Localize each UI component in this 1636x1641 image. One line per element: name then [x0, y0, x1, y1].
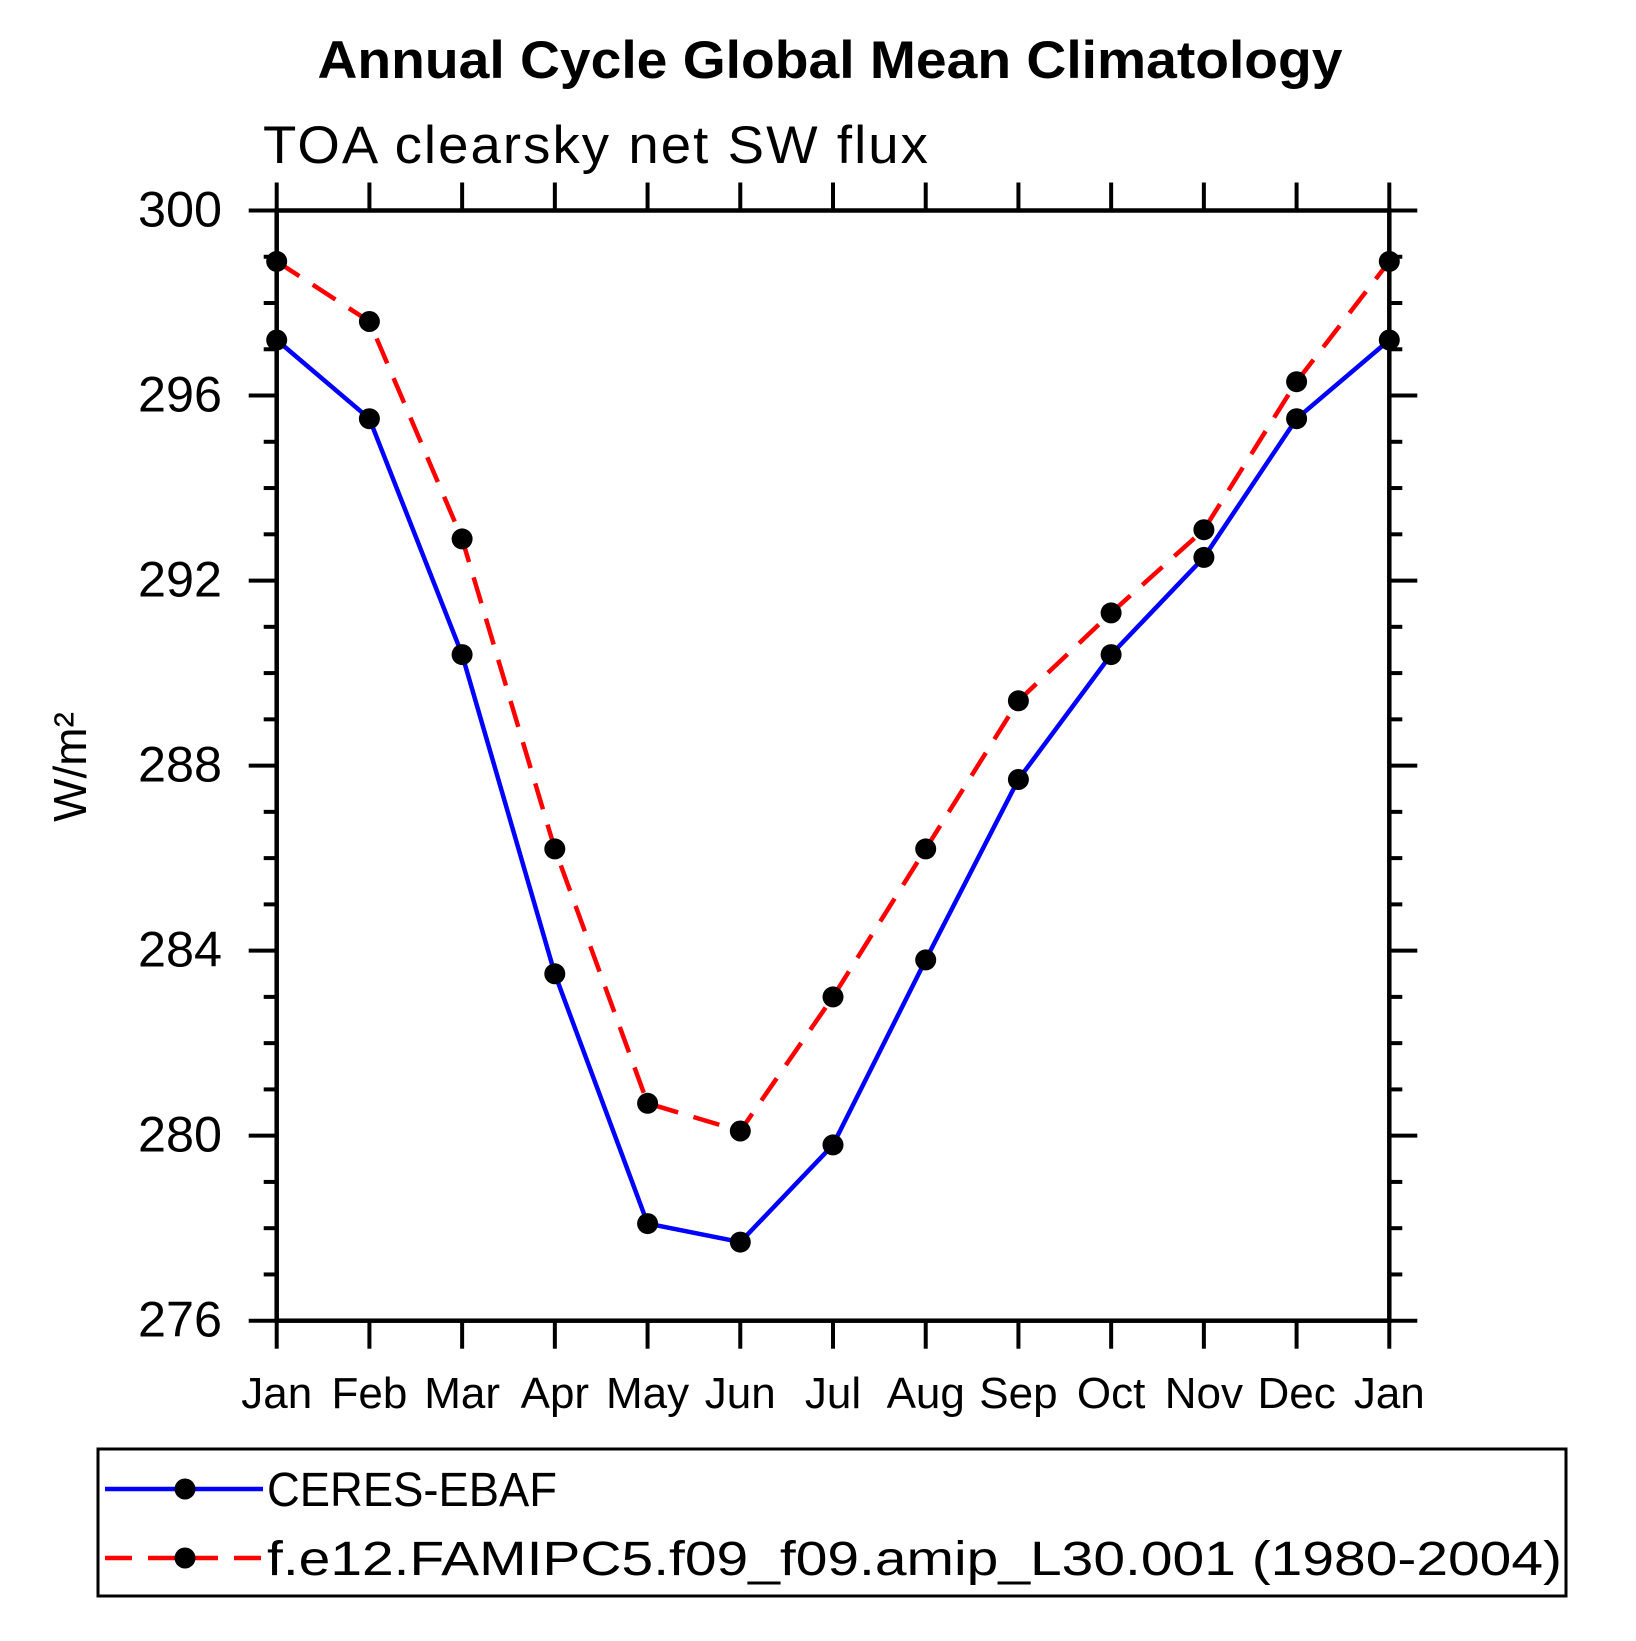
data-point-1-Jan — [1378, 250, 1400, 272]
x-tick-label: Jan — [241, 1369, 312, 1418]
data-point-0-May — [637, 1213, 659, 1235]
y-tick-label: 300 — [138, 182, 222, 238]
x-tick-label: Sep — [979, 1369, 1057, 1418]
data-point-0-Sep — [1007, 769, 1029, 790]
data-point-1-Nov — [1193, 519, 1215, 541]
data-point-1-Jul — [822, 986, 844, 1008]
data-point-0-Oct — [1100, 644, 1122, 666]
data-point-0-Dec — [1286, 408, 1308, 430]
plot-area: Jan Feb Mar Apr May Jun Jul Aug Sep Oct Nov Dec Jan 2… — [138, 182, 1425, 1419]
x-tick-label: Nov — [1165, 1369, 1243, 1418]
x-tick-label: May — [606, 1369, 689, 1418]
y-tick-label: 288 — [138, 737, 222, 793]
legend-label-ceres: CERES-EBAF — [267, 1464, 557, 1517]
x-tick-label: Feb — [332, 1369, 408, 1418]
data-point-0-Jun — [729, 1231, 751, 1253]
data-point-1-Aug — [915, 838, 937, 860]
chart-title: Annual Cycle Global Mean Climatology — [318, 31, 1344, 90]
x-tick-label: Oct — [1077, 1369, 1145, 1418]
data-point-1-Jun — [729, 1120, 751, 1142]
data-point-1-Feb — [358, 311, 380, 332]
data-point-1-Mar — [451, 528, 473, 550]
data-point-0-Jan — [1378, 329, 1400, 351]
x-tick-label: Mar — [424, 1369, 500, 1418]
y-tick-label: 296 — [138, 367, 222, 423]
series-line-0 — [275, 338, 1391, 1245]
data-point-0-Feb — [358, 408, 380, 430]
legend-marker-solid — [174, 1478, 196, 1500]
x-tick-label: Apr — [521, 1369, 589, 1418]
x-tick-label: Aug — [887, 1369, 965, 1418]
x-tick-label: Dec — [1257, 1369, 1335, 1418]
legend-box — [96, 1447, 1568, 1598]
data-point-0-Aug — [915, 949, 937, 971]
data-point-1-May — [637, 1092, 659, 1114]
data-point-1-Dec — [1286, 371, 1308, 393]
chart-subtitle: TOA clearsky net SW flux — [263, 116, 930, 175]
legend-label-model: f.e12.FAMIPC5.f09_f09.amip_L30.001 (1980… — [267, 1533, 1562, 1586]
y-tick-label: 280 — [138, 1107, 222, 1163]
data-point-0-Nov — [1193, 546, 1215, 568]
data-point-0-Jul — [822, 1134, 844, 1156]
legend: CERES-EBAF f.e12.FAMIPC5.f09_f09.amip_L3… — [96, 1447, 1568, 1598]
data-point-0-Mar — [451, 644, 473, 666]
data-point-0-Jan — [266, 329, 288, 351]
y-tick-label: 292 — [138, 552, 222, 608]
data-point-1-Sep — [1007, 690, 1029, 712]
data-point-0-Apr — [544, 963, 566, 985]
legend-marker-dashed — [174, 1547, 196, 1569]
data-point-1-Apr — [544, 838, 566, 860]
y-tick-label: 284 — [138, 922, 222, 978]
data-point-1-Jan — [266, 250, 288, 272]
x-tick-label: Jun — [705, 1369, 776, 1418]
y-tick-label: 276 — [138, 1292, 222, 1348]
x-tick-label: Jan — [1354, 1369, 1425, 1418]
x-tick-label: Jul — [805, 1369, 861, 1418]
y-axis-label: W/m² — [44, 712, 96, 822]
data-point-1-Oct — [1100, 602, 1122, 624]
